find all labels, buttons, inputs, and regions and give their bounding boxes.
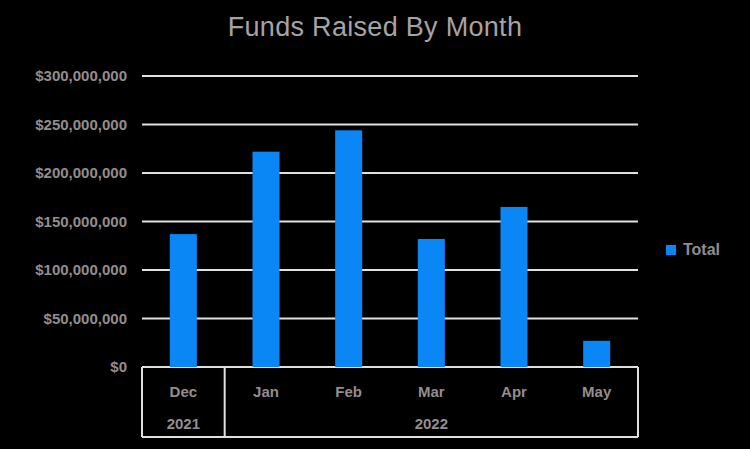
- funds-raised-chart: Funds Raised By Month $0$50,000,000$100,…: [0, 0, 750, 449]
- legend-swatch-total: [666, 245, 676, 255]
- y-axis-tick-label: $150,000,000: [35, 213, 127, 230]
- x-axis-month-label-jan: Jan: [253, 383, 279, 400]
- x-axis-month-label-mar: Mar: [418, 383, 445, 400]
- y-axis-tick-label: $100,000,000: [35, 261, 127, 278]
- bar-dec[interactable]: [170, 234, 197, 367]
- legend-label-total: Total: [683, 241, 720, 259]
- bar-feb[interactable]: [335, 130, 362, 367]
- x-axis-year-label-2021: 2021: [167, 415, 200, 432]
- bar-chart-plot-area: $0 $50,000,000 $100,000,000 $150,000,000 $20…: [0, 0, 750, 449]
- bar-may[interactable]: [583, 341, 610, 367]
- legend[interactable]: Total: [666, 241, 720, 259]
- bar-mar[interactable]: [418, 239, 445, 367]
- y-axis-tick-label: $200,000,000: [35, 164, 127, 181]
- bar-jan[interactable]: [253, 152, 280, 367]
- bar-apr[interactable]: [501, 207, 528, 367]
- x-axis-month-label-may: May: [582, 383, 612, 400]
- x-axis-month-label-dec: Dec: [170, 383, 198, 400]
- x-axis-month-label-feb: Feb: [335, 383, 362, 400]
- y-axis-tick-label: $50,000,000: [44, 310, 127, 327]
- y-axis-tick-label: $300,000,000: [35, 67, 127, 84]
- y-axis-tick-label: $250,000,000: [35, 116, 127, 133]
- x-axis-month-label-apr: Apr: [501, 383, 527, 400]
- x-axis-year-label-2022: 2022: [415, 415, 448, 432]
- y-axis-tick-label: $0: [110, 358, 127, 375]
